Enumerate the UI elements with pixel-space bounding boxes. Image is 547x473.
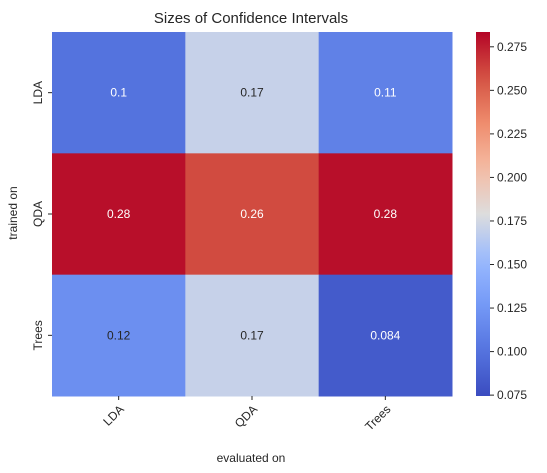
heatmap-cell	[318, 153, 453, 276]
heatmap-cell	[185, 32, 320, 154]
x-axis-label: evaluated on	[217, 451, 286, 465]
y-tick-label: Trees	[31, 320, 45, 350]
cell-value-label: 0.28	[107, 207, 131, 221]
x-axis-ticks: LDA QDA Trees	[100, 396, 393, 434]
x-tick-label: LDA	[100, 402, 126, 428]
y-axis-ticks: LDA QDA Trees	[31, 81, 52, 350]
heatmap-cell	[185, 274, 320, 397]
heatmap-cells: 0.1 0.17 0.11 0.28 0.26 0.28 0.12 0.17 0.084	[52, 32, 453, 397]
heatmap-cell	[185, 153, 320, 276]
colorbar	[476, 32, 490, 396]
colorbar-tick-label: 0.150	[497, 258, 527, 272]
heatmap-cell	[52, 274, 186, 397]
colorbar-tick-label: 0.100	[497, 345, 527, 359]
colorbar-tick-label: 0.200	[497, 170, 527, 184]
chart-title: Sizes of Confidence Intervals	[154, 10, 348, 27]
cell-value-label: 0.17	[240, 86, 264, 100]
colorbar-ticks: 0.075 0.100 0.125 0.150 0.175 0.200 0.225 0.250…	[490, 40, 527, 402]
cell-value-label: 0.26	[240, 207, 264, 221]
colorbar-tick-label: 0.075	[497, 388, 527, 402]
heatmap-cell	[318, 32, 453, 154]
colorbar-tick-label: 0.225	[497, 127, 527, 141]
heatmap-cell	[52, 32, 186, 154]
colorbar-tick-label: 0.175	[497, 214, 527, 228]
cell-value-label: 0.28	[374, 207, 398, 221]
y-axis-label: trained on	[6, 186, 20, 239]
cell-value-label: 0.11	[374, 86, 397, 100]
colorbar-tick-label: 0.125	[497, 301, 527, 315]
cell-value-label: 0.084	[370, 328, 400, 342]
x-tick-label: QDA	[232, 402, 260, 430]
cell-value-label: 0.12	[107, 328, 131, 342]
y-tick-label: QDA	[31, 201, 45, 227]
cell-value-label: 0.1	[110, 86, 127, 100]
colorbar-tick-label: 0.275	[497, 40, 527, 54]
y-tick-label: LDA	[31, 81, 45, 104]
x-tick-label: Trees	[362, 402, 393, 433]
heatmap-cell	[318, 274, 453, 397]
cell-value-label: 0.17	[240, 328, 264, 342]
heatmap-cell	[52, 153, 186, 276]
colorbar-tick-label: 0.250	[497, 83, 527, 97]
